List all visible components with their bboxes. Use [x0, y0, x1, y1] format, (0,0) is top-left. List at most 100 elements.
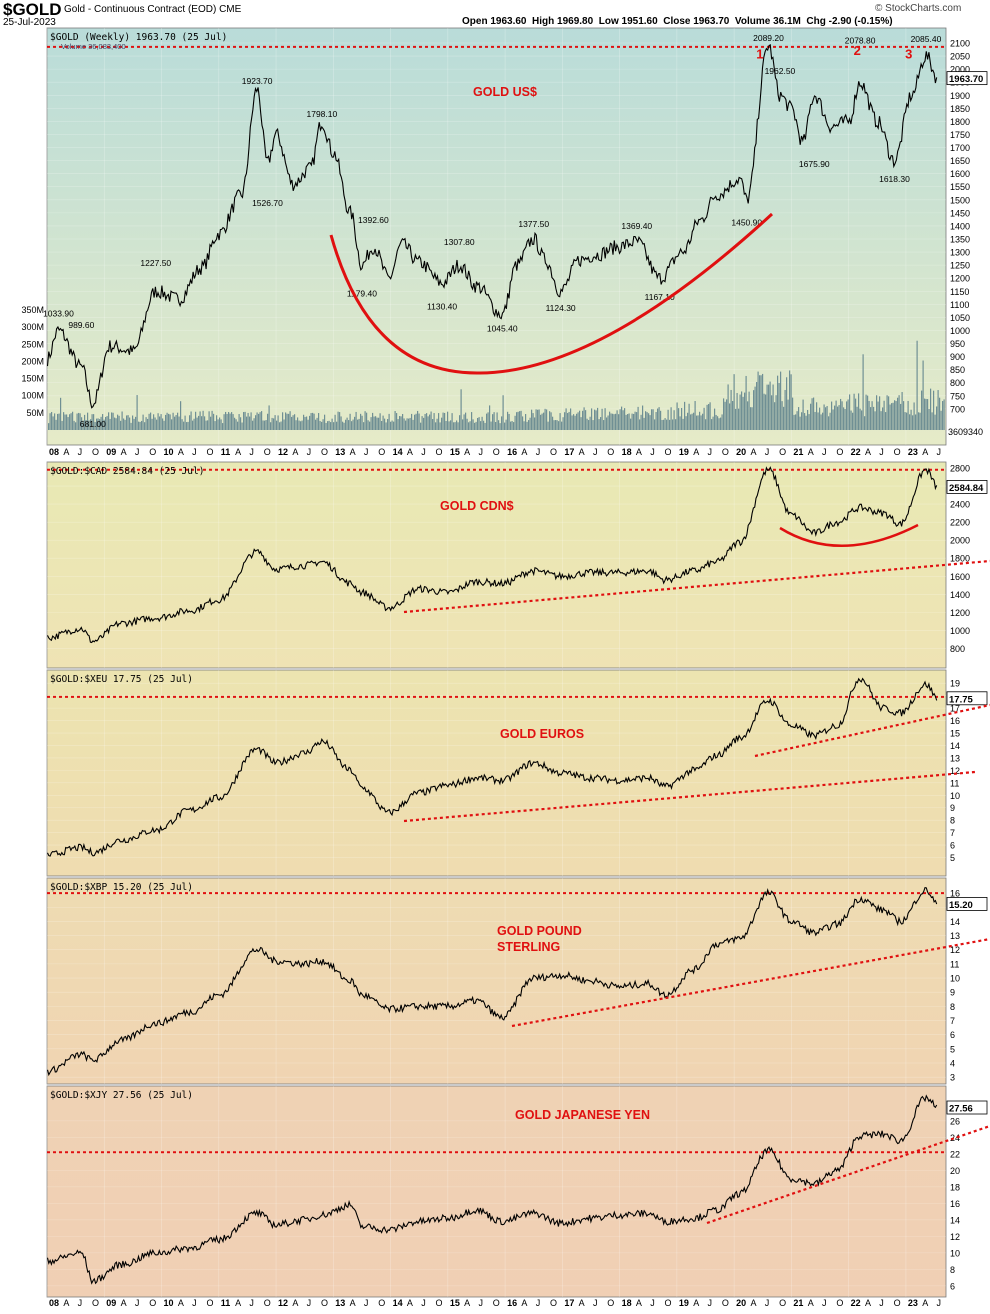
volume-bar [64, 414, 66, 430]
volume-bar [288, 413, 290, 430]
volume-bar [775, 395, 777, 430]
volume-bar [259, 412, 261, 430]
volume-bar [82, 420, 84, 430]
x-year-label: 14 [393, 1298, 403, 1308]
volume-bar [874, 411, 876, 430]
volume-bar [364, 411, 366, 430]
y-tick-label: 5 [950, 1044, 955, 1054]
volume-bar [391, 420, 393, 430]
volume-bar [850, 410, 852, 430]
volume-bar [799, 416, 801, 430]
volume-bar [130, 422, 132, 430]
volume-bar [598, 419, 600, 430]
volume-bar [372, 412, 374, 430]
volume-bar [868, 400, 870, 430]
last-value-box [946, 691, 988, 706]
volume-bar [465, 412, 467, 430]
x-month-label: O [550, 1298, 557, 1308]
volume-bar [136, 395, 138, 430]
volume-bar [561, 421, 563, 430]
y-tick-label: 1850 [950, 104, 970, 114]
volume-bar [183, 421, 185, 430]
volume-bar [115, 418, 117, 430]
x-month-label: J [536, 447, 541, 457]
volume-bar [585, 410, 587, 430]
volume-bar [609, 411, 611, 430]
volume-bar [255, 415, 257, 430]
x-year-label: 08 [49, 447, 59, 457]
volume-bar [186, 422, 188, 430]
volume-tick-label: 350M [21, 305, 44, 315]
volume-bar [684, 401, 686, 430]
volume-bar [486, 413, 488, 430]
volume-bar [165, 414, 167, 430]
x-month-label: J [307, 447, 312, 457]
volume-bar [394, 411, 396, 430]
volume-bar [885, 412, 887, 430]
volume-bar [94, 421, 96, 430]
volume-bar [658, 407, 660, 430]
volume-bar [49, 413, 51, 430]
volume-bar [192, 420, 194, 430]
volume-bar [823, 404, 825, 430]
x-month-label: A [750, 447, 756, 457]
volume-bar [819, 407, 821, 430]
volume-bar [699, 411, 701, 430]
volume-bar [811, 398, 813, 430]
y-tick-label: 14 [950, 1215, 960, 1225]
x-month-label: J [708, 1298, 713, 1308]
panel-title-gbp: $GOLD:$XBP 15.20 (25 Jul) [50, 882, 193, 893]
x-month-label: O [779, 447, 786, 457]
volume-bar [591, 408, 593, 430]
volume-bar [520, 410, 522, 430]
volume-bar [838, 405, 840, 430]
y-tick-label: 850 [950, 365, 965, 375]
panel-jpy: 6 8 10 12 14 16 18 20 22 24 26 $GOLD:$XJY 27.56 (25… [46, 1085, 988, 1298]
x-month-label: J [478, 447, 483, 457]
volume-bar [642, 405, 644, 430]
volume-bar [169, 414, 171, 430]
volume-bar [525, 414, 527, 430]
volume-bar [76, 413, 78, 430]
annotation-label-cad: GOLD CDN$ [440, 499, 514, 513]
volume-bar [48, 423, 50, 430]
volume-bar [481, 416, 483, 430]
x-month-label: A [693, 1298, 699, 1308]
y-tick-label: 2100 [950, 39, 970, 49]
x-month-label: O [321, 447, 328, 457]
panel-cad: 8001000120014001600180020002200240026002… [46, 461, 988, 669]
header-symbol: $GOLD [3, 0, 62, 19]
volume-bar [220, 419, 222, 430]
x-month-label: J [937, 447, 942, 457]
volume-bar [936, 406, 938, 430]
volume-bar [306, 416, 308, 430]
volume-bar [667, 409, 669, 430]
y-tick-label: 1300 [950, 248, 970, 258]
volume-bar [112, 412, 114, 430]
volume-bar [594, 409, 596, 430]
volume-bar [907, 400, 909, 430]
volume-bar [363, 422, 365, 430]
volume-bar [499, 423, 501, 430]
volume-bar [765, 394, 767, 430]
y-tick-label: 12 [950, 766, 960, 776]
price-label: 1130.40 [427, 301, 457, 311]
x-year-label: 17 [564, 447, 574, 457]
volume-bar [864, 416, 866, 430]
price-label: 1962.50 [765, 66, 796, 76]
volume-bar [696, 415, 698, 430]
volume-bar [490, 421, 492, 430]
volume-bar [114, 417, 116, 430]
volume-tick-label: 200M [21, 356, 44, 366]
x-month-label: O [665, 1298, 672, 1308]
volume-bar [79, 413, 81, 430]
y-tick-label: 1400 [950, 221, 970, 231]
last-value-box [946, 1100, 988, 1115]
volume-bar [513, 422, 515, 430]
volume-bar [223, 414, 225, 430]
x-month-label: A [178, 1298, 184, 1308]
y-tick-label: 2400 [950, 500, 970, 510]
volume-bar [552, 416, 554, 430]
panel-title-cad: $GOLD:$CAD 2584.84 (25 Jul) [50, 466, 204, 477]
x-year-label: 20 [736, 1298, 746, 1308]
